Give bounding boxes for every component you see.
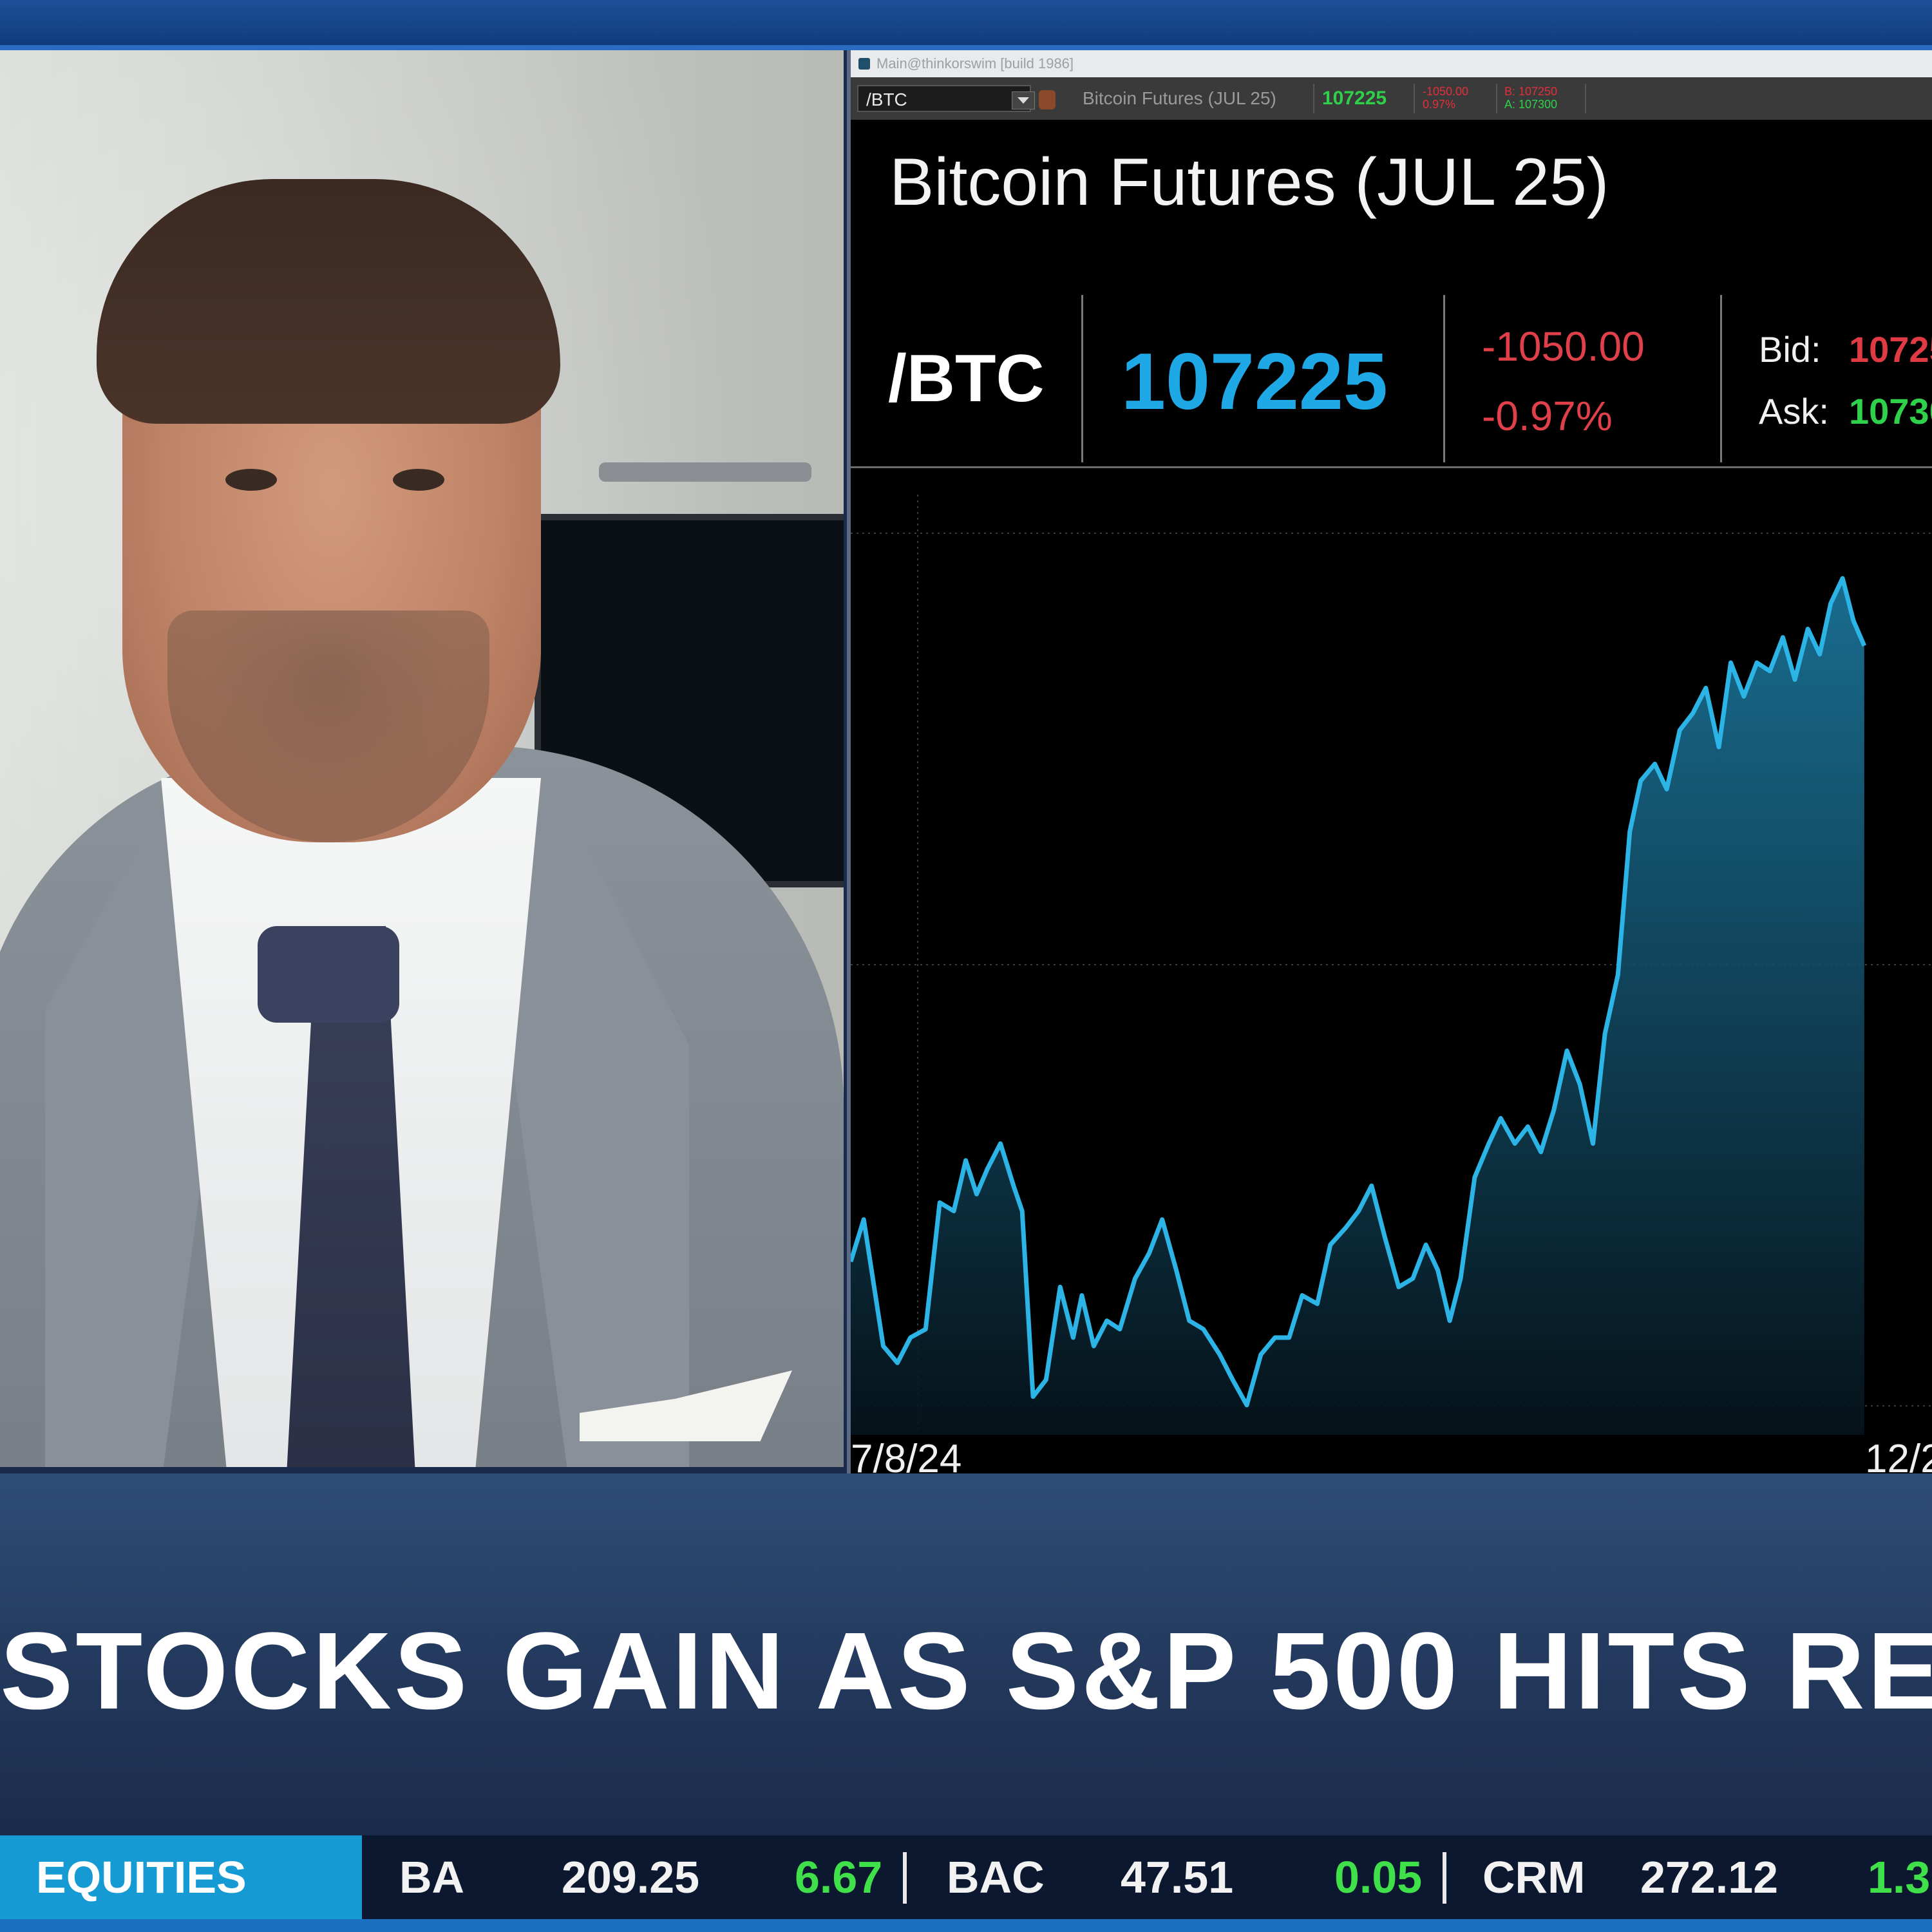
link-icon[interactable] bbox=[1039, 90, 1056, 109]
ticker-price: 47.51 bbox=[1121, 1852, 1234, 1902]
toolbar-divider bbox=[1313, 84, 1314, 113]
toolbar-change-value: -1050.00 bbox=[1423, 85, 1469, 98]
presenter-video bbox=[0, 50, 844, 1467]
symbol-input-value: /BTC bbox=[866, 90, 907, 109]
symbol-input[interactable]: /BTC bbox=[857, 85, 1035, 112]
ticker-change: 6.67 bbox=[795, 1852, 883, 1902]
price-area bbox=[851, 578, 1864, 1435]
ticker-separator bbox=[1443, 1852, 1446, 1904]
lower-third-band bbox=[0, 1473, 1932, 1834]
symbol-dropdown-button[interactable] bbox=[1012, 91, 1035, 109]
ticker-change: 1.3 bbox=[1868, 1852, 1931, 1902]
stock-ticker: EQUITIES BA 209.25 6.67 BAC 47.51 0.05 C… bbox=[0, 1835, 1932, 1932]
quote-symbol: /BTC bbox=[888, 341, 1045, 416]
quote-divider bbox=[1443, 295, 1445, 462]
ticker-symbol: CRM bbox=[1482, 1852, 1586, 1902]
x-tick-label: 7/8/24 bbox=[851, 1437, 961, 1473]
toolbar-change: -1050.00 0.97% bbox=[1423, 85, 1468, 111]
bid-label: Bid: bbox=[1759, 329, 1821, 370]
presenter-eye-right bbox=[393, 469, 444, 491]
window-title: Main@thinkorswim [build 1986] bbox=[876, 55, 1074, 71]
quote-chart-divider bbox=[851, 466, 1932, 468]
instrument-name: Bitcoin Futures (JUL 25) bbox=[889, 145, 1609, 220]
symbol-description: Bitcoin Futures (JUL 25) bbox=[1083, 88, 1276, 108]
quote-percent-change: -0.97% bbox=[1482, 393, 1613, 439]
broadcast-top-bar bbox=[0, 0, 1932, 50]
quote-panel: /BTC 107225 -1050.00 -0.97% Bid: 107250 … bbox=[851, 295, 1932, 462]
bid-value: 107250 bbox=[1849, 329, 1932, 370]
ticker-separator bbox=[903, 1852, 907, 1904]
headline: STOCKS GAIN AS S&P 500 HITS RECORD bbox=[0, 1610, 1932, 1732]
price-chart[interactable]: 7/8/24 12/2 bbox=[851, 469, 1932, 1473]
tie-knot bbox=[258, 926, 399, 1023]
x-tick-label: 12/2 bbox=[1865, 1437, 1932, 1473]
quote-net-change: -1050.00 bbox=[1482, 323, 1645, 370]
ticker-bottom-edge bbox=[0, 1919, 1932, 1932]
presenter-eye-left bbox=[225, 469, 277, 491]
ticker-symbol: BA bbox=[399, 1852, 465, 1902]
trading-platform-window: Main@thinkorswim [build 1986] /BTC Bitco… bbox=[847, 50, 1932, 1473]
ticker-price: 272.12 bbox=[1640, 1852, 1779, 1902]
chevron-down-icon bbox=[1018, 97, 1029, 104]
price-chart-svg: 7/8/24 12/2 bbox=[851, 495, 1932, 1473]
toolbar-change-pct: 0.97% bbox=[1423, 98, 1456, 111]
app-icon bbox=[858, 58, 870, 70]
price-line bbox=[851, 576, 1867, 1408]
toolbar-divider bbox=[1496, 84, 1497, 113]
toolbar-divider bbox=[1414, 84, 1415, 113]
ticker-strip: BA 209.25 6.67 BAC 47.51 0.05 CRM 272.12… bbox=[362, 1835, 1932, 1919]
ticker-price: 209.25 bbox=[562, 1852, 700, 1902]
quote-last-price: 107225 bbox=[1121, 337, 1388, 426]
ticker-symbol: BAC bbox=[947, 1852, 1045, 1902]
toolbar-divider bbox=[1585, 84, 1586, 113]
quote-divider bbox=[1720, 295, 1722, 462]
ask-value: 107300 bbox=[1849, 391, 1932, 431]
quote-divider bbox=[1081, 295, 1083, 462]
presenter-hair bbox=[97, 179, 560, 424]
ticker-change: 0.05 bbox=[1334, 1852, 1423, 1902]
toolbar-last-price: 107225 bbox=[1322, 88, 1387, 109]
toolbar-bid: B: 107250 bbox=[1504, 85, 1558, 98]
symbol-toolbar: /BTC Bitcoin Futures (JUL 25) 107225 -10… bbox=[851, 77, 1932, 120]
webcam-bar bbox=[599, 462, 811, 482]
toolbar-ask: A: 107300 bbox=[1504, 98, 1558, 111]
top-bar-edge bbox=[0, 45, 1932, 50]
ask-label: Ask: bbox=[1759, 391, 1829, 431]
ticker-category: EQUITIES bbox=[0, 1835, 362, 1919]
window-title-bar[interactable]: Main@thinkorswim [build 1986] bbox=[851, 50, 1932, 77]
toolbar-bid-ask: B: 107250 A: 107300 bbox=[1504, 85, 1557, 111]
